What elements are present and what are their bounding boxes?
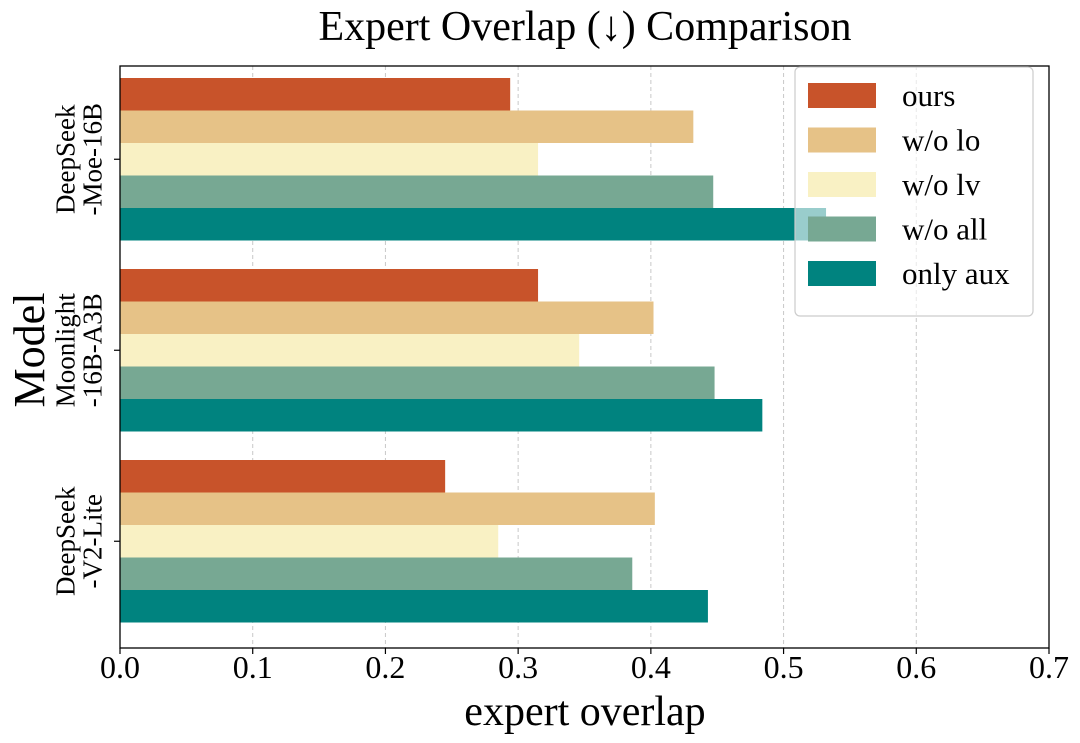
x-tick-label: 0.3 [498, 649, 538, 685]
bar [120, 399, 763, 432]
bar [120, 78, 511, 111]
x-tick-label: 0.6 [896, 649, 936, 685]
bar [120, 366, 715, 399]
legend-swatch [808, 172, 876, 197]
legend: ours w/o lo w/o lv w/o all only aux [794, 66, 1034, 317]
chart-title: Expert Overlap (↓) Comparison [318, 4, 851, 50]
bar [120, 525, 499, 558]
plot-frame [119, 65, 1050, 649]
y-tick-label: DeepSeek-Moe-16B [51, 103, 108, 215]
bar [120, 492, 655, 525]
y-tick-label-line: -16B-A3B [78, 293, 108, 407]
bar [120, 460, 446, 493]
legend-label: w/o lv [902, 167, 981, 202]
x-tick-label: 0.5 [764, 649, 804, 685]
y-tick-label: DeepSeek-V2-Lite [51, 486, 108, 596]
bars [120, 78, 827, 623]
y-tick-label-line: Moonlight [51, 293, 81, 408]
y-tick-label-line: DeepSeek [51, 104, 81, 214]
y-tick-label-line: DeepSeek [51, 486, 81, 596]
bar [120, 110, 694, 143]
bar [120, 334, 580, 367]
y-axis-label: Model [5, 293, 54, 408]
legend-label: ours [902, 78, 955, 113]
y-tick-label: Moonlight-16B-A3B [51, 293, 108, 408]
legend-label: w/o all [902, 212, 987, 247]
bar [120, 301, 654, 334]
x-tick-label: 0.2 [365, 649, 405, 685]
legend-swatch [808, 127, 876, 153]
legend-swatch [808, 216, 876, 242]
legend-swatch [808, 83, 876, 108]
bar [120, 175, 714, 208]
bar [120, 143, 539, 176]
legend-label: w/o lo [902, 123, 980, 158]
x-ticks: 0.0 0.1 0.2 0.3 0.4 0.5 0.6 0.7 [100, 648, 1069, 685]
x-tick-label: 0.7 [1029, 649, 1069, 685]
x-axis-label: expert overlap [464, 689, 705, 735]
y-tick-label-line: -Moe-16B [78, 103, 108, 215]
bar [120, 590, 708, 623]
bar [120, 557, 633, 590]
bar [120, 208, 827, 241]
y-categories: DeepSeek-Moe-16BMoonlight-16B-A3BDeepSee… [51, 103, 120, 596]
y-tick-label-line: -V2-Lite [78, 494, 108, 588]
x-tick-label: 0.4 [631, 649, 671, 685]
legend-label: only aux [902, 256, 1010, 291]
bar [120, 269, 539, 302]
x-tick-label: 0.1 [233, 649, 273, 685]
x-tick-label: 0.0 [100, 649, 140, 685]
legend-swatch [808, 261, 876, 286]
